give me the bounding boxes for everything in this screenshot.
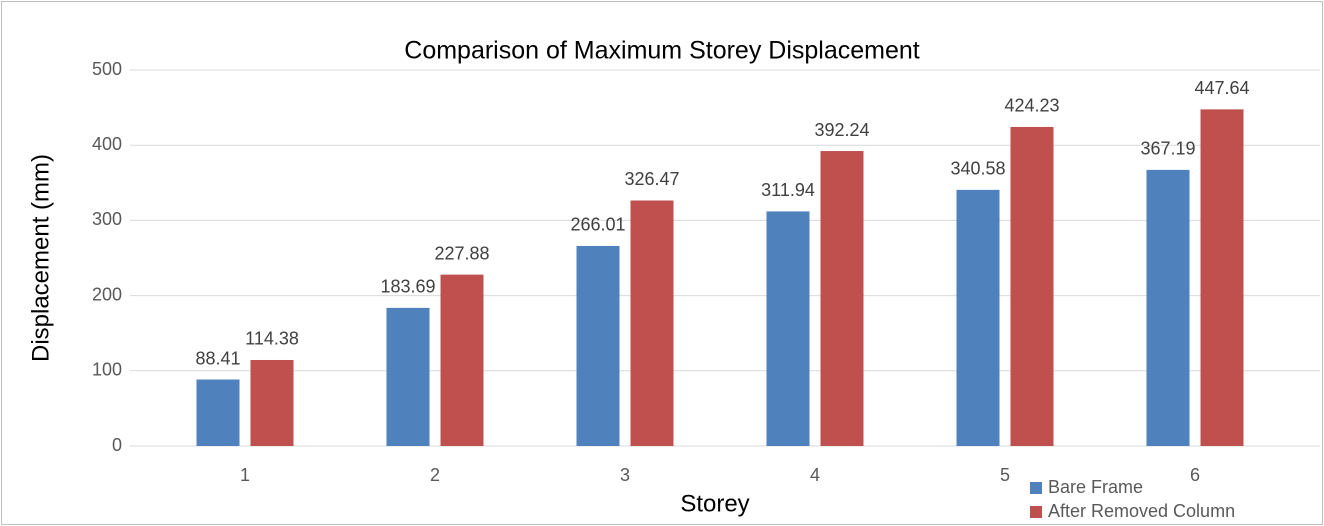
data-label: 367.19 — [1140, 139, 1195, 159]
bar — [250, 359, 294, 446]
bar — [1146, 169, 1190, 447]
bar — [440, 274, 484, 446]
bar — [956, 189, 1000, 446]
y-tick-label: 500 — [92, 59, 122, 79]
y-axis-label: Displacement (mm) — [27, 154, 54, 362]
data-label: 447.64 — [1194, 78, 1249, 98]
data-label: 326.47 — [624, 169, 679, 189]
data-label: 340.58 — [950, 159, 1005, 179]
x-tick-label: 6 — [1190, 465, 1200, 485]
data-label: 392.24 — [814, 120, 869, 140]
bar — [576, 245, 620, 446]
bar — [766, 211, 810, 446]
bar — [820, 151, 864, 446]
y-tick-label: 400 — [92, 134, 122, 154]
x-tick-label: 1 — [240, 465, 250, 485]
x-tick-label: 4 — [810, 465, 820, 485]
legend-label: After Removed Column — [1048, 501, 1235, 521]
y-tick-label: 300 — [92, 209, 122, 229]
x-axis-label: Storey — [680, 490, 749, 517]
bar — [1010, 126, 1054, 447]
chart-title: Comparison of Maximum Storey Displacemen… — [404, 37, 920, 65]
data-label: 424.23 — [1004, 96, 1059, 116]
y-tick-label: 200 — [92, 284, 122, 304]
x-tick-label: 3 — [620, 465, 630, 485]
bar — [196, 379, 240, 446]
data-label: 311.94 — [761, 180, 815, 200]
data-label: 114.38 — [245, 329, 299, 349]
legend-label: Bare Frame — [1048, 477, 1143, 497]
bar — [630, 200, 674, 446]
data-label: 266.01 — [570, 215, 625, 235]
legend-swatch — [1030, 506, 1042, 518]
data-label: 227.88 — [434, 243, 489, 263]
x-tick-label: 5 — [1000, 465, 1010, 485]
y-tick-label: 100 — [92, 360, 122, 380]
x-tick-label: 2 — [430, 465, 440, 485]
bar — [1200, 109, 1244, 446]
legend-swatch — [1030, 482, 1042, 494]
bar — [386, 307, 430, 446]
y-tick-label: 0 — [112, 435, 122, 455]
data-label: 183.69 — [380, 277, 435, 297]
data-label: 88.41 — [195, 348, 240, 368]
